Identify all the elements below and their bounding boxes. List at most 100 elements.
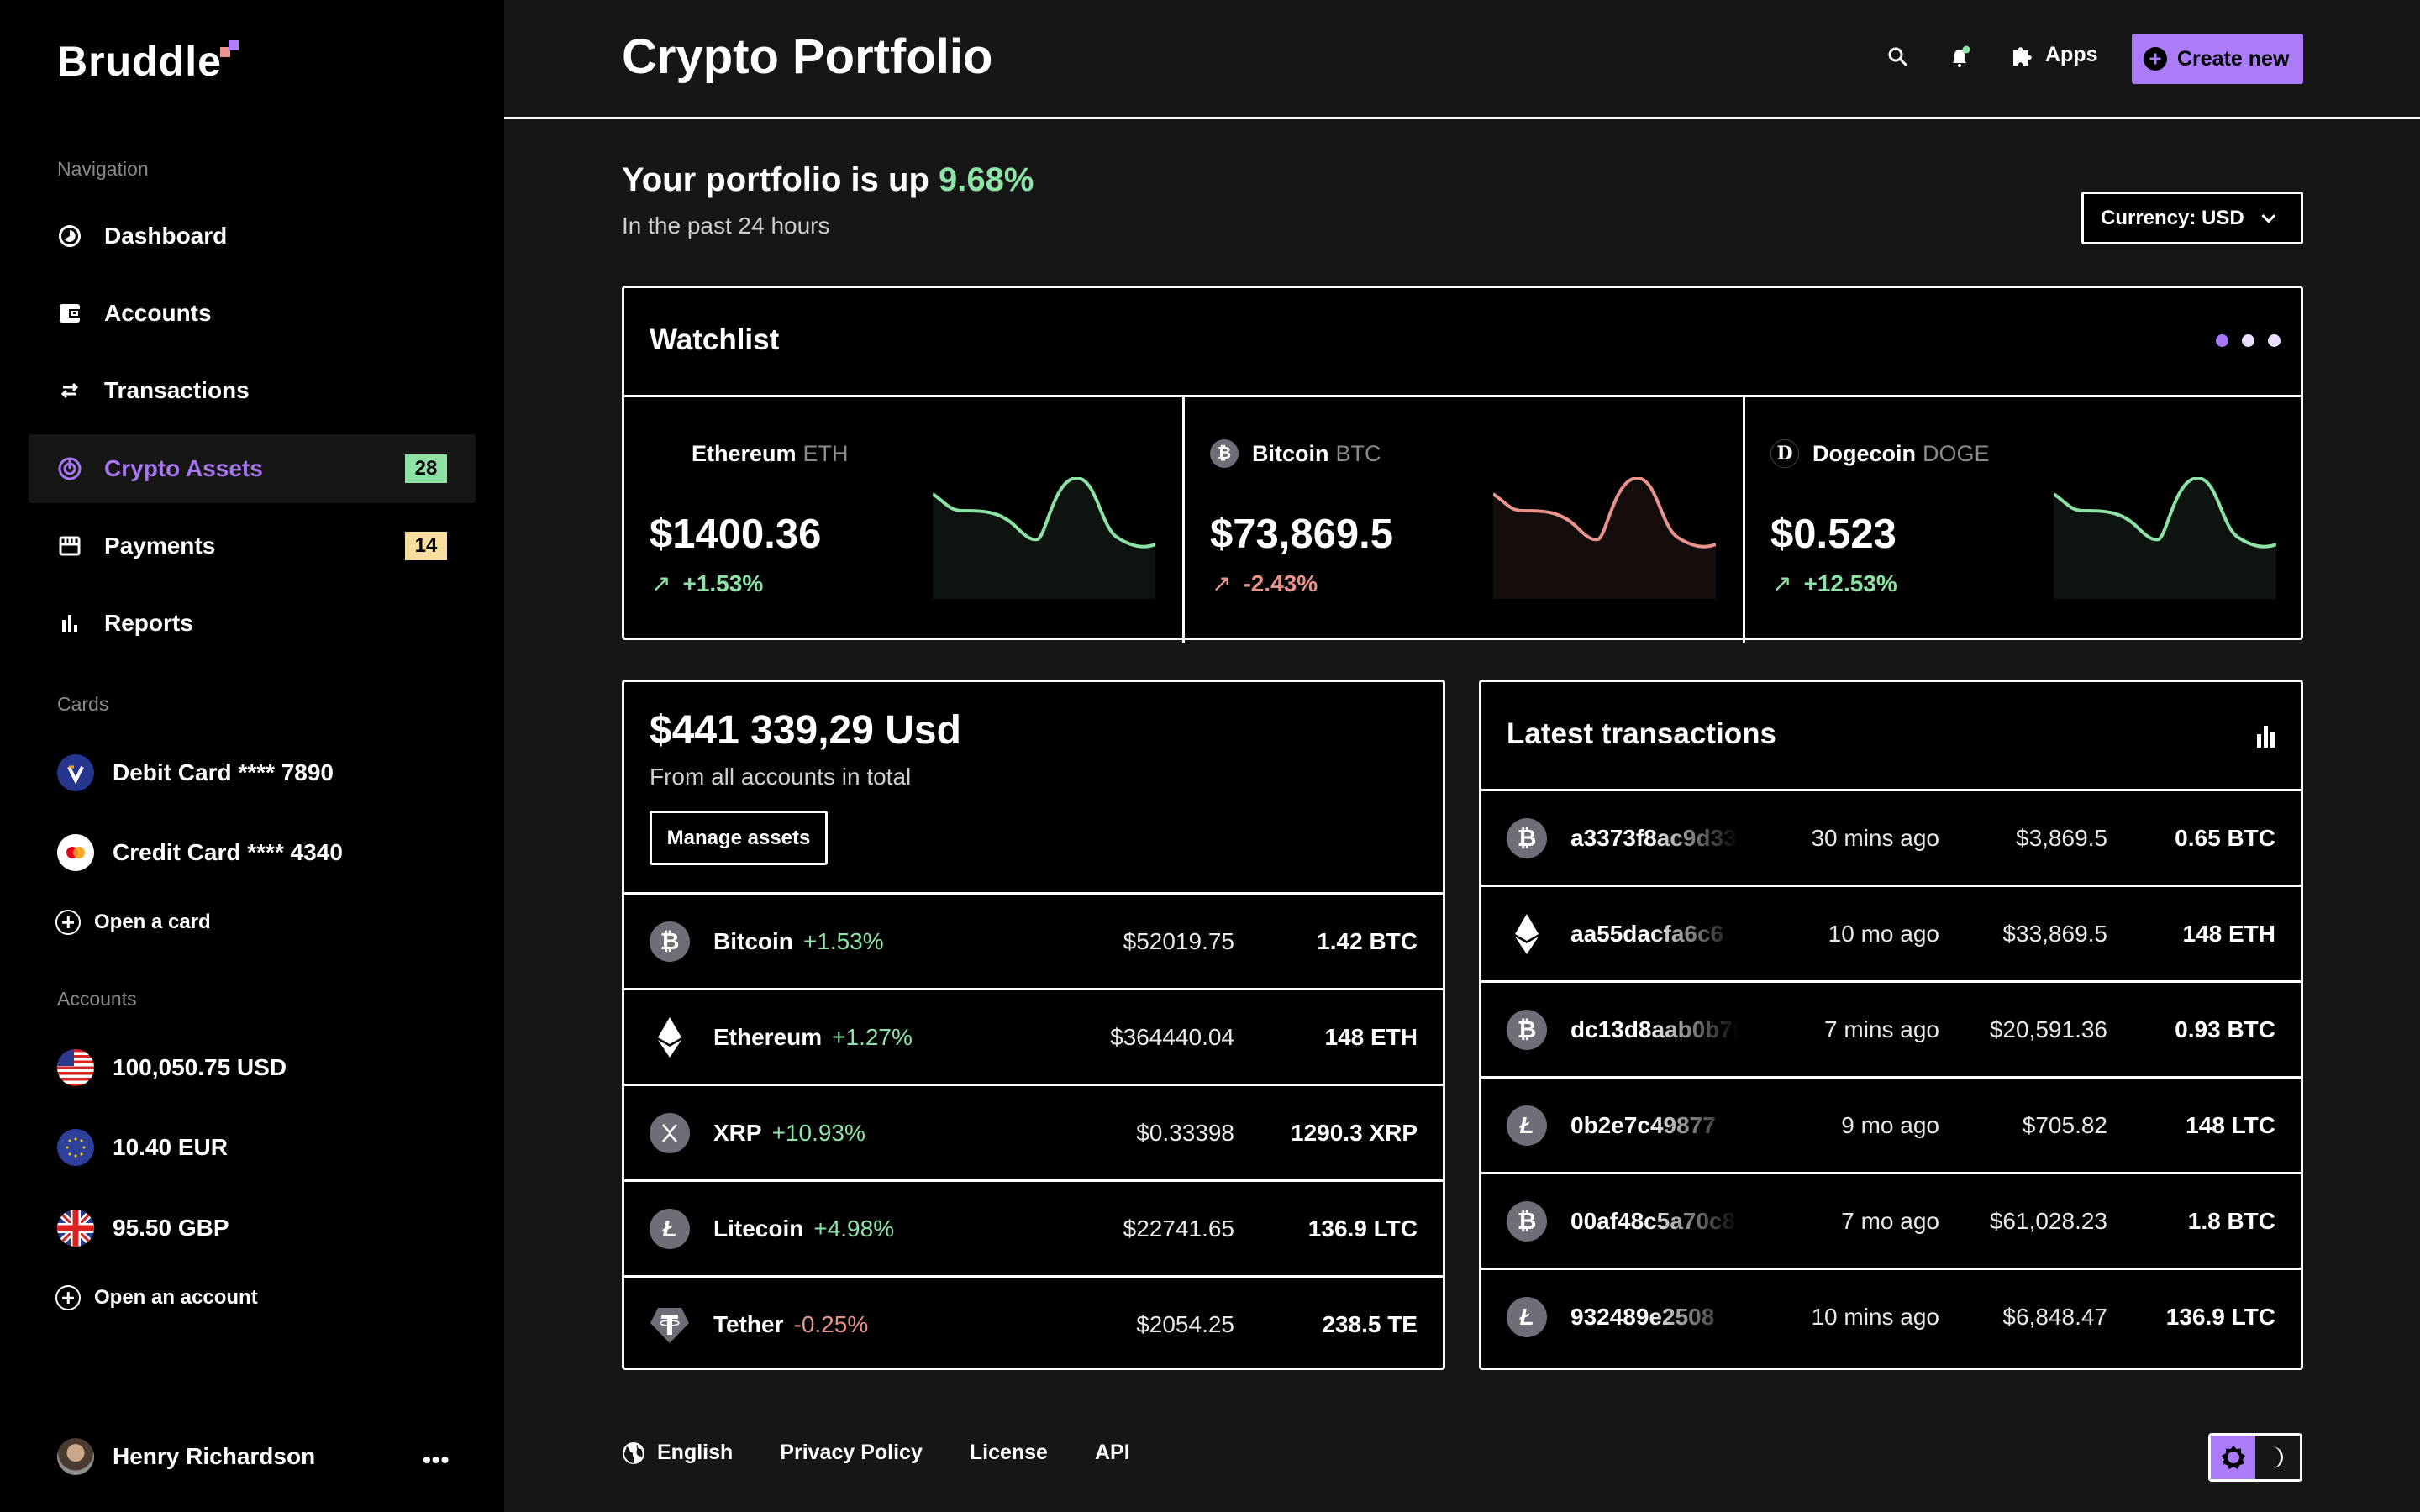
light-mode-button[interactable] — [2211, 1436, 2255, 1479]
coin-change-value: +12.53% — [1803, 570, 1897, 596]
asset-value: $0.33398 — [1136, 1119, 1234, 1146]
transaction-hash: 00af48c5a70c8 — [1570, 1207, 1736, 1234]
sidebar-item-accounts[interactable]: Accounts — [29, 279, 476, 348]
currency-dropdown[interactable]: Currency: USD — [2081, 192, 2303, 244]
coin-name-text: Ethereum — [692, 440, 797, 466]
language-selector[interactable]: English — [622, 1441, 733, 1465]
search-icon[interactable] — [1885, 44, 1912, 71]
wallet-icon — [57, 301, 82, 326]
bitcoin-icon: ₿ — [1210, 439, 1239, 468]
sparkline-chart — [1493, 477, 1716, 599]
asset-name: XRP — [713, 1119, 762, 1146]
page-title: Crypto Portfolio — [622, 29, 993, 84]
watchlist-panel: Watchlist Ethereum ETH $1400.36 ↗ +1.53% ₿… — [622, 286, 2303, 643]
transaction-hash: aa55dacfa6c6 — [1570, 920, 1724, 947]
asset-row[interactable]: Tether -0.25% $2054.25 238.5 TE — [624, 1275, 1443, 1371]
bitcoin-icon: ₿ — [1507, 1200, 1547, 1242]
account-gbp[interactable]: 95.50 GBP — [57, 1210, 229, 1247]
currency-label: Currency: USD — [2101, 206, 2244, 229]
asset-row[interactable]: Ł Litecoin +4.98% $22741.65 136.9 LTC — [624, 1179, 1443, 1275]
apps-label: Apps — [2045, 42, 2098, 66]
moon-icon — [2271, 1446, 2283, 1468]
carousel-dot[interactable] — [2216, 334, 2228, 347]
open-card-link[interactable]: Open a card — [55, 910, 211, 935]
bar-chart-icon[interactable] — [2255, 724, 2277, 752]
account-usd[interactable]: 100,050.75 USD — [57, 1049, 287, 1086]
transaction-time: 7 mins ago — [1824, 1016, 1939, 1042]
arrow-up-right-icon: ↗ — [1212, 570, 1232, 596]
asset-row[interactable]: XRP +10.93% $0.33398 1290.3 XRP — [624, 1084, 1443, 1179]
sidebar-item-dashboard[interactable]: Dashboard — [29, 202, 476, 270]
assets-panel: $441 339,29 Usd From all accounts in tot… — [622, 680, 1445, 1370]
coin-symbol: BTC — [1335, 440, 1381, 466]
account-eur[interactable]: 10.40 EUR — [57, 1129, 228, 1166]
dogecoin-icon: D — [1770, 439, 1799, 468]
asset-name: Litecoin — [713, 1215, 804, 1242]
puzzle-icon — [2010, 42, 2035, 67]
carousel-dot[interactable] — [2242, 334, 2254, 347]
transaction-hash: 0b2e7c49877 — [1570, 1111, 1716, 1138]
watchlist-card-dogecoin[interactable]: D Dogecoin DOGE $0.523 ↗ +12.53% — [1745, 397, 2303, 643]
privacy-policy-link[interactable]: Privacy Policy — [780, 1441, 923, 1464]
sidebar-item-label: Reports — [104, 610, 193, 636]
ethereum-icon — [650, 1016, 690, 1058]
carousel-dot[interactable] — [2268, 334, 2281, 347]
asset-name: Tether — [713, 1310, 784, 1337]
account-label: 95.50 GBP — [113, 1215, 229, 1241]
asset-name: Ethereum — [713, 1023, 823, 1050]
create-new-button[interactable]: Create new — [2132, 34, 2303, 84]
account-label: 10.40 EUR — [113, 1134, 228, 1160]
asset-amount: 148 ETH — [1324, 1023, 1418, 1050]
store-icon — [57, 533, 82, 559]
transaction-row[interactable]: ₿ 00af48c5a70c8 7 mo ago $61,028.23 1.8 … — [1481, 1172, 2301, 1268]
transaction-time: 9 mo ago — [1841, 1111, 1939, 1138]
asset-amount: 136.9 LTC — [1307, 1215, 1418, 1242]
apps-button[interactable]: Apps — [2010, 42, 2098, 67]
asset-value: $52019.75 — [1123, 927, 1234, 954]
card-debit[interactable]: Debit Card **** 7890 — [57, 754, 334, 791]
dark-mode-button[interactable] — [2255, 1436, 2300, 1479]
arrow-up-right-icon: ↗ — [651, 570, 671, 596]
sidebar-item-crypto-assets[interactable]: Crypto Assets 28 — [29, 434, 476, 503]
transaction-time: 10 mins ago — [1811, 1303, 1939, 1330]
license-link[interactable]: License — [969, 1441, 1048, 1464]
sidebar-item-transactions[interactable]: Transactions — [29, 356, 476, 425]
notification-bell-icon[interactable] — [1946, 44, 1973, 71]
transaction-amount: 0.65 BTC — [2175, 824, 2275, 851]
watchlist-divider — [1182, 397, 1185, 643]
sidebar-item-payments[interactable]: Payments 14 — [29, 512, 476, 580]
asset-row[interactable]: ₿ Bitcoin +1.53% $52019.75 1.42 BTC — [624, 892, 1443, 988]
transaction-row[interactable]: ₿ dc13d8aab0b7f2 7 mins ago $20,591.36 0… — [1481, 980, 2301, 1076]
watchlist-card-ethereum[interactable]: Ethereum ETH $1400.36 ↗ +1.53% — [624, 397, 1182, 643]
card-credit[interactable]: Credit Card **** 4340 — [57, 834, 343, 871]
transaction-row[interactable]: aa55dacfa6c6 10 mo ago $33,869.5 148 ETH — [1481, 885, 2301, 980]
litecoin-icon: Ł — [1507, 1296, 1547, 1337]
payments-count-badge: 14 — [405, 532, 447, 560]
transaction-row[interactable]: ₿ a3373f8ac9d33 30 mins ago $3,869.5 0.6… — [1481, 789, 2301, 885]
asset-value: $2054.25 — [1136, 1310, 1234, 1337]
user-name: Henry Richardson — [113, 1443, 316, 1469]
carousel-dots[interactable] — [2216, 334, 2281, 347]
open-account-link[interactable]: Open an account — [55, 1285, 258, 1310]
transaction-amount: 148 ETH — [2182, 920, 2276, 947]
watchlist-card-bitcoin[interactable]: ₿ Bitcoin BTC $73,869.5 ↗ -2.43% — [1185, 397, 1743, 643]
more-options-icon[interactable]: ••• — [423, 1446, 450, 1473]
bar-chart-icon — [57, 611, 82, 636]
sidebar-item-label: Crypto Assets — [104, 455, 263, 481]
manage-assets-button[interactable]: Manage assets — [650, 811, 828, 865]
user-profile[interactable]: Henry Richardson — [57, 1438, 315, 1475]
transaction-hash: a3373f8ac9d33 — [1570, 824, 1737, 851]
coin-change: ↗ -2.43% — [1212, 570, 1318, 597]
coin-name: ₿ Bitcoin BTC — [1210, 439, 1381, 468]
api-link[interactable]: API — [1094, 1441, 1130, 1464]
sun-icon — [2221, 1446, 2245, 1469]
transaction-row[interactable]: Ł 932489e2508 10 mins ago $6,848.47 136.… — [1481, 1268, 2301, 1363]
asset-row[interactable]: Ethereum +1.27% $364440.04 148 ETH — [624, 988, 1443, 1084]
transaction-hash: dc13d8aab0b7f2 — [1570, 1016, 1739, 1042]
crypto-icon — [57, 456, 82, 481]
brand-logo[interactable]: Bruddle — [57, 38, 222, 85]
sidebar-item-reports[interactable]: Reports — [29, 589, 476, 658]
theme-toggle[interactable] — [2208, 1433, 2302, 1482]
transaction-amount: 0.93 BTC — [2175, 1016, 2275, 1042]
transaction-row[interactable]: Ł 0b2e7c49877 9 mo ago $705.82 148 LTC — [1481, 1076, 2301, 1172]
